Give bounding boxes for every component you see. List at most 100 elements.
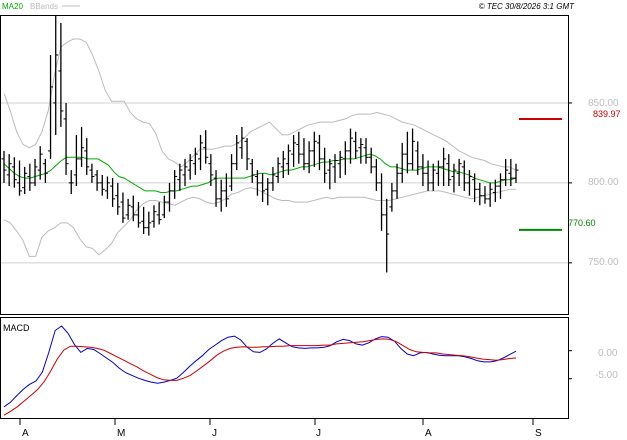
ohlc-bar [430, 163, 436, 191]
ohlc-bar [63, 102, 69, 175]
ohlc-bar [285, 144, 291, 175]
ohlc-bar [410, 128, 416, 171]
month-label-may: M [117, 428, 125, 439]
ohlc-bar [337, 150, 343, 179]
price-levels [519, 117, 562, 231]
ohlc-bar [135, 202, 141, 228]
ohlc-bar [306, 141, 312, 174]
ohlc-bar [379, 173, 385, 231]
bollinger-bands [3, 38, 517, 257]
ohlc-bar [110, 178, 116, 207]
legend-ma20: MA20 [2, 2, 23, 11]
month-label-apr: A [22, 428, 29, 439]
ohlc-bar [218, 179, 224, 212]
ohlc-bar [513, 163, 519, 183]
ohlc-bar [141, 206, 147, 235]
ohlc-bar [48, 54, 54, 159]
ohlc-bar [265, 178, 271, 206]
ohlc-bar [130, 195, 136, 222]
ohlc-bar [260, 173, 266, 203]
ohlc-bar [166, 182, 172, 212]
macd-panel [0, 317, 569, 419]
ohlc-bar [342, 141, 348, 175]
ohlc-bar [296, 131, 302, 164]
grid-lines [1, 102, 572, 380]
ohlc-bar [213, 170, 219, 207]
ohlc-bar [37, 146, 43, 180]
ohlc-bar [441, 147, 447, 187]
ohlc-bar [492, 179, 498, 203]
ohlc-bar [244, 138, 250, 171]
ohlc-bar [239, 126, 245, 159]
month-label-sep: S [535, 428, 542, 439]
ohlc-bars [1, 15, 519, 273]
ohlc-bar [11, 157, 17, 188]
ohlc-bar [301, 138, 307, 171]
ohlc-bar [115, 182, 121, 215]
ohlc-bar [482, 186, 488, 204]
ohlc-bar [73, 134, 79, 187]
ohlc-bar [182, 158, 188, 187]
ohlc-bar [17, 160, 23, 196]
ohlc-bar [311, 131, 317, 167]
ohlc-bar [32, 158, 38, 187]
month-label-jun: J [212, 428, 217, 439]
ohlc-bar [472, 173, 478, 203]
bb-lower-line [3, 187, 516, 257]
copyright-text: © TEC 30/8/2026 3:1 GMT [479, 2, 575, 11]
ohlc-bar [451, 163, 457, 193]
ohlc-bar [404, 131, 410, 174]
ohlc-bar [399, 142, 405, 183]
ohlc-bar [389, 182, 395, 212]
macd-line [3, 325, 517, 408]
macd-ylabel-minus5: -5.00 [595, 370, 618, 381]
ohlc-bar [223, 173, 229, 207]
month-label-jul: J [316, 428, 321, 439]
support-label: 770.60 [568, 218, 596, 228]
ohlc-bar [104, 176, 110, 199]
ohlc-bar [84, 138, 90, 175]
ohlc-bar [234, 134, 240, 171]
ohlc-bar [58, 22, 64, 127]
ohlc-bar [89, 163, 95, 183]
price-panel [0, 15, 569, 315]
bb-upper-line [3, 38, 517, 171]
ohlc-bar [229, 154, 235, 191]
ohlc-bar [291, 134, 297, 167]
ohlc-bar [151, 205, 157, 228]
ohlc-bar [503, 158, 509, 187]
ohlc-bar [208, 154, 214, 187]
ohlc-bar [415, 141, 421, 175]
ohlc-bar [446, 154, 452, 187]
ohlc-bar [466, 170, 472, 196]
ohlc-bar [42, 158, 48, 183]
ohlc-bar [79, 126, 85, 167]
ohlc-bar [22, 166, 28, 195]
ohlc-bar [322, 147, 328, 183]
moving-average [3, 153, 517, 193]
ohlc-bar [456, 158, 462, 187]
ohlc-bar [461, 160, 467, 191]
ma20-line [3, 153, 517, 193]
resistance-label: 839.97 [593, 109, 621, 119]
ohlc-bar [68, 170, 74, 195]
macd-lines [3, 325, 517, 416]
ohlc-bar [508, 158, 514, 187]
ohlc-bar [172, 170, 178, 199]
macd-ylabel-0: 0.00 [598, 348, 618, 359]
ohlc-bar [146, 211, 152, 236]
ohlc-bar [394, 163, 400, 199]
ohlc-bar [353, 131, 359, 159]
price-ylabel-750: 750.00 [588, 257, 619, 268]
x-axis [19, 418, 534, 425]
ohlc-bar [94, 170, 100, 191]
ohlc-bar [280, 150, 286, 179]
ohlc-bar [192, 147, 198, 175]
ohlc-bar [27, 163, 33, 191]
ohlc-bar [187, 154, 193, 180]
ohlc-bar [249, 158, 255, 183]
ohlc-bar [373, 158, 379, 191]
legend-bbands: BBands [30, 2, 58, 11]
ohlc-bar [425, 160, 431, 191]
